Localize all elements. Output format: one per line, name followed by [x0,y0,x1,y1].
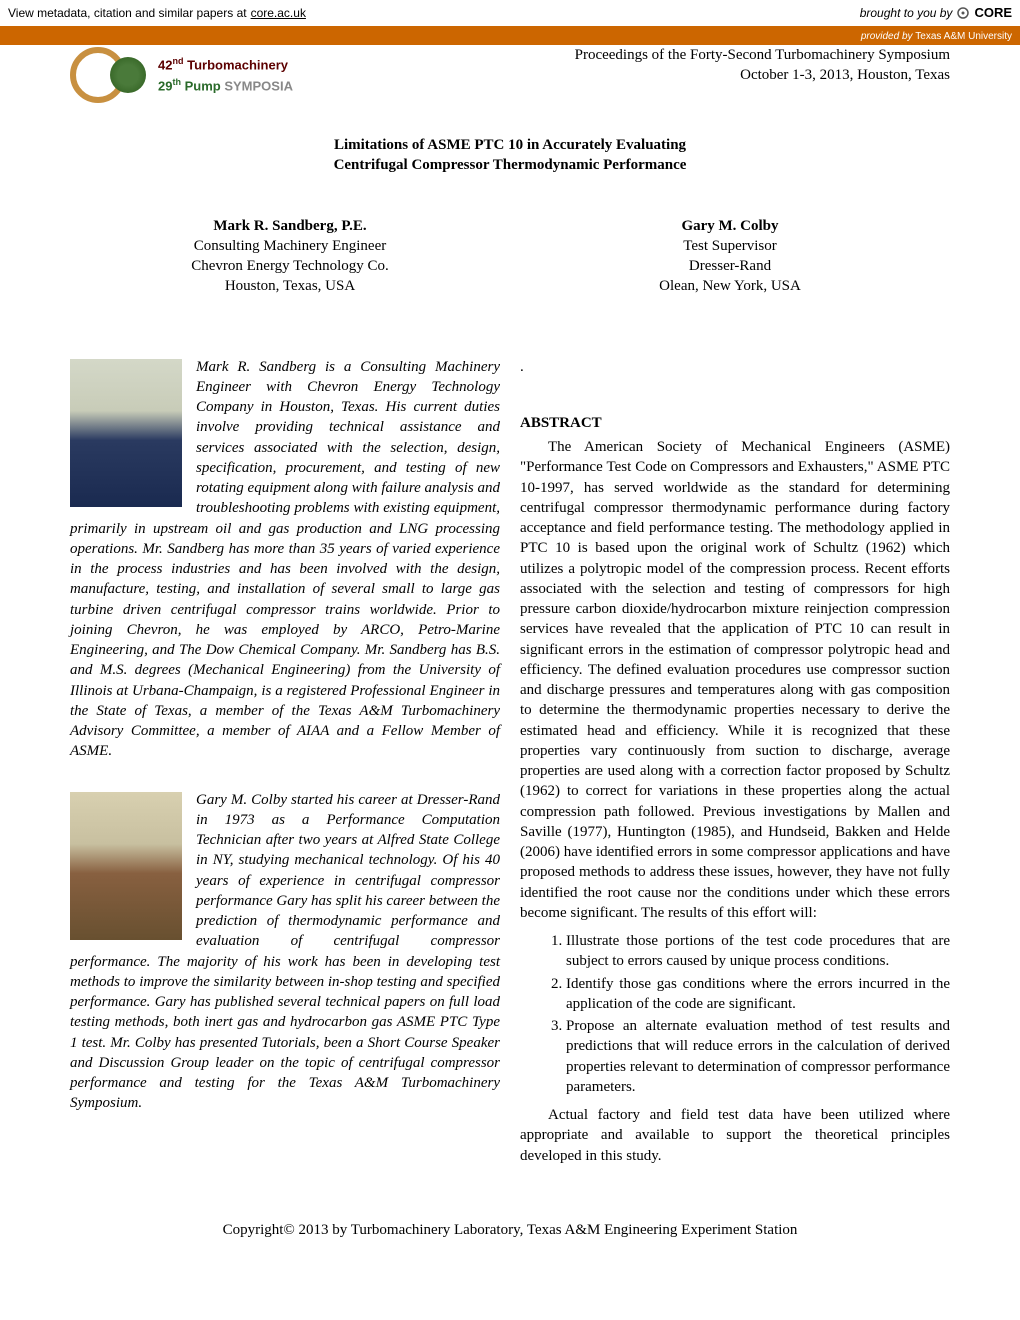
core-logo-text: CORE [974,4,1012,22]
pump-word: Pump [185,78,221,93]
pump-sup: th [172,77,181,87]
title-line2: Centrifugal Compressor Thermodynamic Per… [70,155,950,175]
abstract-body-1: The American Society of Mechanical Engin… [520,437,950,923]
objective-3: Propose an alternate evaluation method o… [566,1016,950,1097]
authors-row: Mark R. Sandberg, P.E. Consulting Machin… [70,216,950,297]
symposium-logo-graphic [70,45,150,105]
metadata-bar: View metadata, citation and similar pape… [0,0,1020,28]
title-line1: Limitations of ASME PTC 10 in Accurately… [70,135,950,155]
author-block-2: Gary M. Colby Test Supervisor Dresser-Ra… [510,216,950,297]
core-link[interactable]: core.ac.uk [251,5,306,21]
proceedings-line2: October 1-3, 2013, Houston, Texas [575,65,950,85]
abstract-heading: ABSTRACT [520,413,950,433]
provided-provider: Texas A&M University [915,31,1012,42]
abstract-body-2: Actual factory and field test data have … [520,1105,950,1166]
pump-num: 29 [158,78,172,93]
author1-role: Consulting Machinery Engineer [70,236,510,256]
objective-2: Identify those gas conditions where the … [566,974,950,1015]
objectives-list: Illustrate those portions of the test co… [548,931,950,1097]
author2-role: Test Supervisor [510,236,950,256]
copyright-notice: Copyright© 2013 by Turbomachinery Labora… [70,1220,950,1240]
proceedings-block: Proceedings of the Forty-Second Turbomac… [575,45,950,86]
right-column: . ABSTRACT The American Society of Mecha… [520,357,950,1170]
left-column: Mark R. Sandberg is a Consulting Machine… [70,357,500,1170]
metadata-prefix: View metadata, citation and similar pape… [8,5,247,21]
author2-photo [70,792,182,940]
symposia-word: SYMPOSIA [224,78,293,93]
objective-1: Illustrate those portions of the test co… [566,931,950,972]
turbo-num: 42 [158,58,172,73]
author1-loc: Houston, Texas, USA [70,276,510,296]
brought-by: brought to you by CORE [860,4,1012,22]
symposium-logo-area: 42nd Turbomachinery 29th Pump SYMPOSIA [70,45,293,105]
author2-loc: Olean, New York, USA [510,276,950,296]
brought-by-text: brought to you by [860,5,953,21]
symposium-logo-text: 42nd Turbomachinery 29th Pump SYMPOSIA [158,55,293,95]
provided-bar: provided by Texas A&M University [0,28,1020,46]
author1-org: Chevron Energy Technology Co. [70,256,510,276]
bio-1: Mark R. Sandberg is a Consulting Machine… [70,357,500,762]
metadata-citation: View metadata, citation and similar pape… [8,5,306,21]
proceedings-line1: Proceedings of the Forty-Second Turbomac… [575,45,950,65]
turbo-sup: nd [172,56,183,66]
header-row: 42nd Turbomachinery 29th Pump SYMPOSIA P… [70,45,950,105]
provided-prefix: provided by [861,31,915,42]
bio-2: Gary M. Colby started his career at Dres… [70,790,500,1114]
dot-marker: . [520,357,950,377]
core-icon [956,6,970,20]
turbo-word: Turbomachinery [187,58,288,73]
paper-title: Limitations of ASME PTC 10 in Accurately… [70,135,950,176]
content-columns: Mark R. Sandberg is a Consulting Machine… [70,357,950,1170]
author-block-1: Mark R. Sandberg, P.E. Consulting Machin… [70,216,510,297]
author2-name: Gary M. Colby [510,216,950,236]
author2-org: Dresser-Rand [510,256,950,276]
author1-photo [70,359,182,507]
author1-name: Mark R. Sandberg, P.E. [70,216,510,236]
